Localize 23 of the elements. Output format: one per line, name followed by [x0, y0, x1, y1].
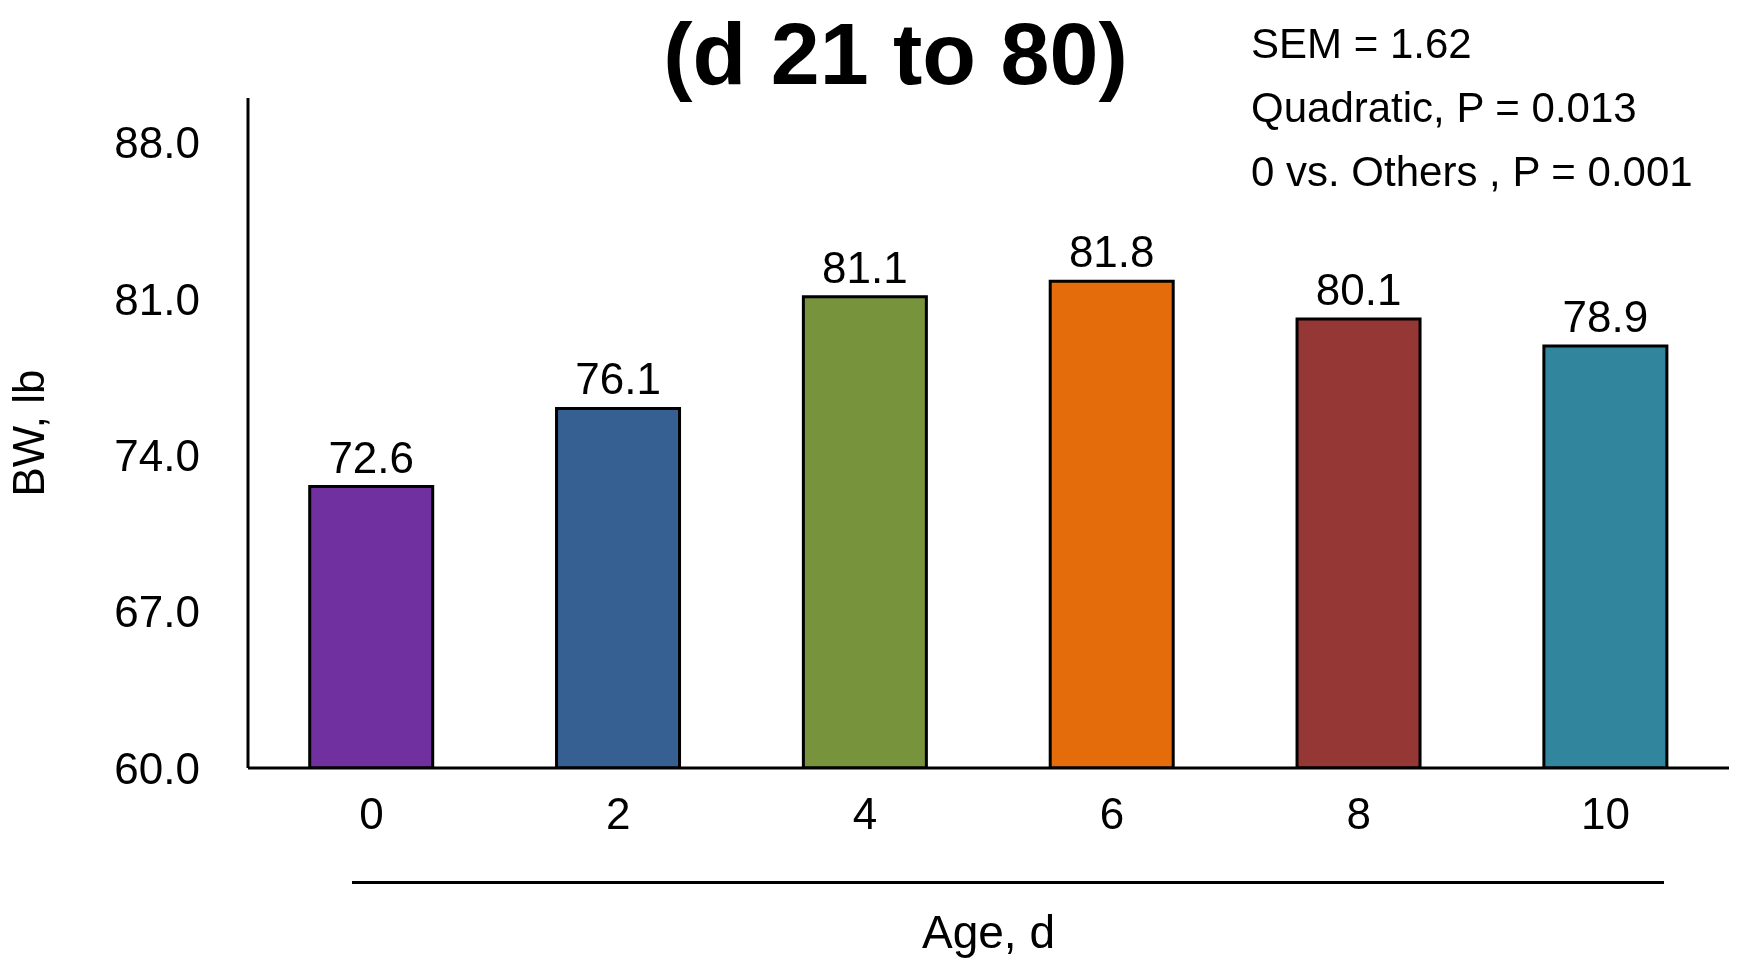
- x-tick-label: 8: [1346, 789, 1371, 839]
- annotation: Quadratic, P = 0.013: [1251, 83, 1637, 133]
- x-tick-label: 10: [1581, 789, 1631, 839]
- y-tick-label: 67.0: [114, 587, 200, 637]
- chart-title: (d 21 to 80): [663, 4, 1128, 103]
- text: SEM = 1.62: [1251, 19, 1472, 69]
- x-tick-label: 0: [359, 789, 384, 839]
- y-axis-title: BW, lb: [3, 369, 53, 497]
- data-label: 81.1: [822, 242, 908, 292]
- y-tick-label: 60.0: [114, 743, 200, 793]
- data-label: 76.1: [575, 354, 661, 404]
- annotation: 0 vs. Others , P = 0.001: [1251, 147, 1693, 197]
- data-label: 78.9: [1562, 291, 1649, 341]
- data-label: 81.8: [1068, 227, 1155, 277]
- x-tick-label: 6: [1099, 789, 1125, 839]
- y-tick-label: 81.0: [114, 274, 200, 324]
- x-tick-label: 2: [606, 789, 631, 839]
- data-label: 80.1: [1315, 265, 1402, 315]
- x-axis-title: Age, d: [922, 906, 1055, 958]
- y-tick-label: 88.0: [114, 118, 200, 168]
- x-tick-label: 4: [852, 789, 878, 839]
- data-label: 72.6: [328, 432, 415, 482]
- y-tick-label: 74.0: [114, 430, 200, 480]
